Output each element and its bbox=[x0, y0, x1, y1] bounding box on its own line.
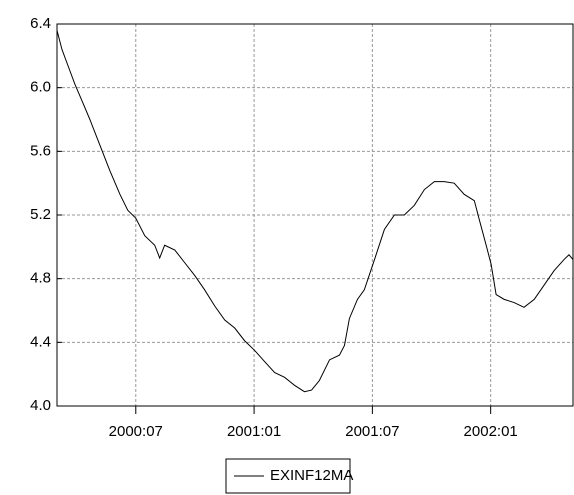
y-tick-label: 5.6 bbox=[30, 142, 51, 159]
x-tick-label: 2002:01 bbox=[464, 423, 518, 440]
plot-frame bbox=[56, 23, 574, 407]
y-tick-label: 4.8 bbox=[30, 270, 51, 287]
y-tick-label: 6.4 bbox=[30, 15, 51, 32]
x-tick-label: 2001:07 bbox=[345, 423, 399, 440]
y-tick-label: 4.4 bbox=[30, 333, 51, 350]
x-tick-label: 2000:07 bbox=[109, 423, 163, 440]
legend-label: EXINF12MA bbox=[270, 467, 353, 484]
y-tick-label: 6.0 bbox=[30, 79, 51, 96]
data-line bbox=[56, 30, 574, 393]
y-tick-label: 5.2 bbox=[30, 206, 51, 223]
y-tick-label: 4.0 bbox=[30, 397, 51, 414]
x-tick-label: 2001:01 bbox=[227, 423, 281, 440]
